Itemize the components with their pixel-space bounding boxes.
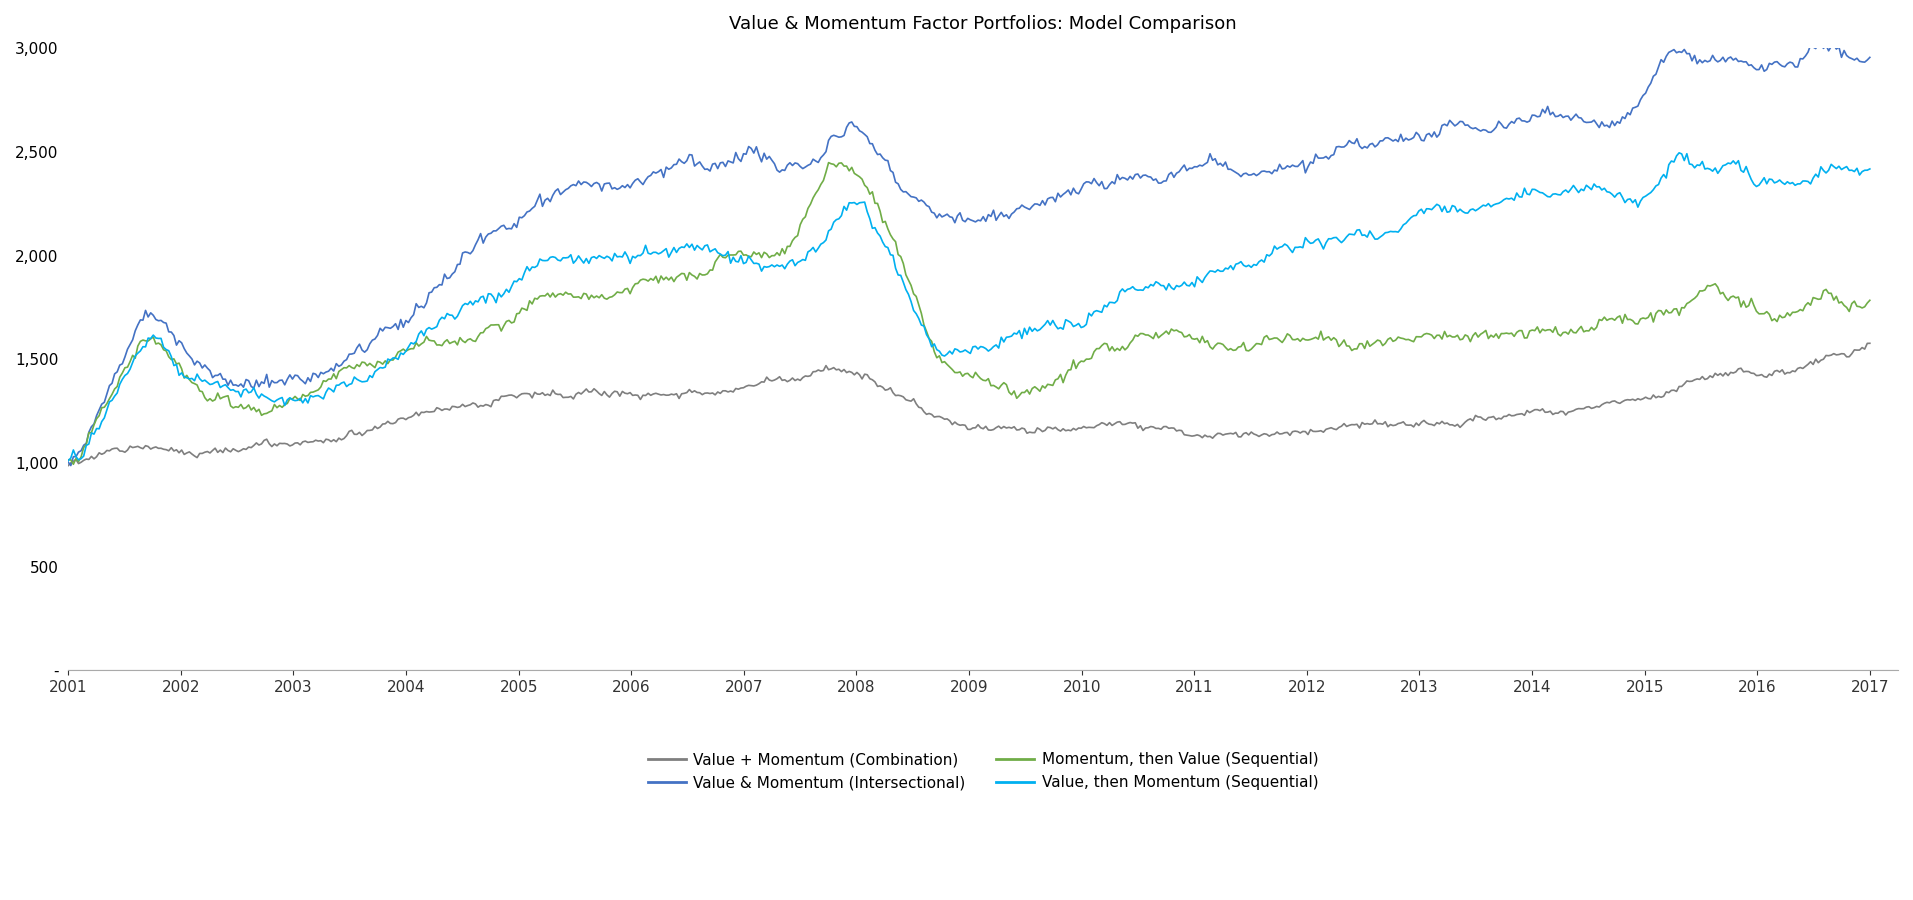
Title: Value & Momentum Factor Portfolios: Model Comparison: Value & Momentum Factor Portfolios: Mode… bbox=[729, 15, 1238, 33]
Legend: Value + Momentum (Combination), Value & Momentum (Intersectional), Momentum, the: Value + Momentum (Combination), Value & … bbox=[641, 746, 1326, 796]
